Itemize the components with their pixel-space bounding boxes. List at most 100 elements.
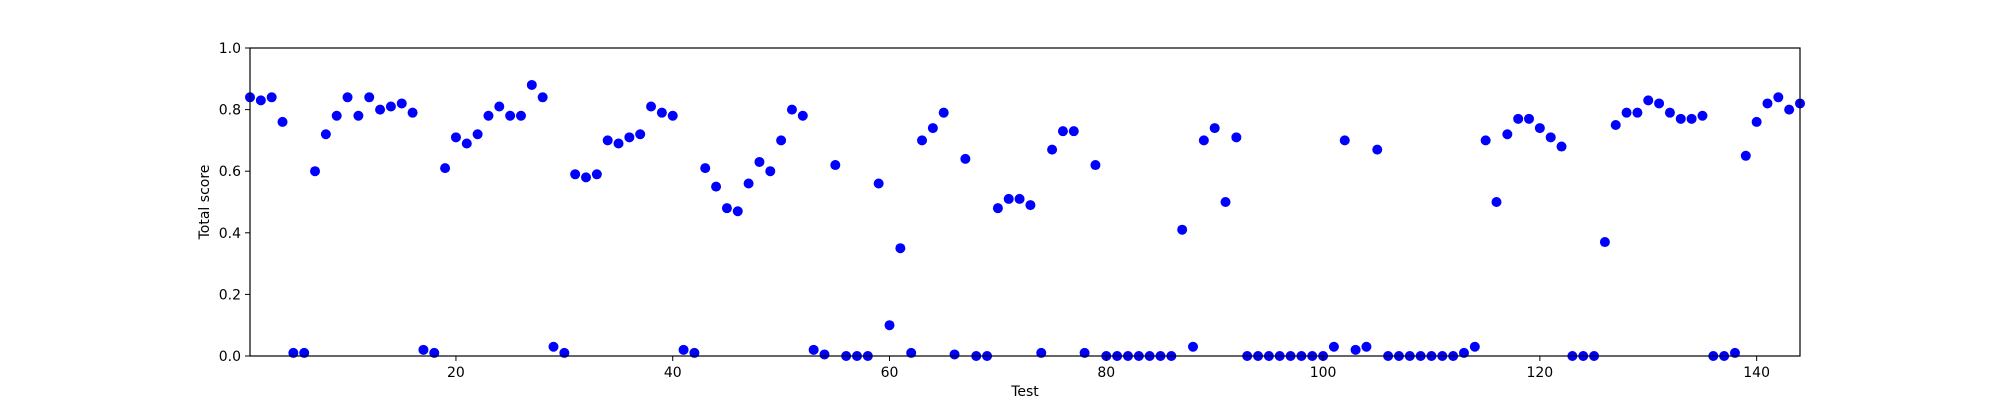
data-point [1751, 116, 1762, 127]
data-point [613, 138, 624, 149]
data-point [1469, 341, 1480, 352]
data-point [1003, 193, 1014, 204]
data-point [375, 104, 386, 115]
data-point [255, 95, 266, 106]
data-point [483, 110, 494, 121]
data-point [1534, 123, 1545, 134]
data-point [1686, 113, 1697, 124]
data-point [1643, 95, 1654, 106]
data-point [1632, 107, 1643, 118]
data-point [1068, 126, 1079, 137]
data-point [1664, 107, 1675, 118]
data-point [1361, 341, 1372, 352]
data-point [1198, 135, 1209, 146]
data-point [1047, 144, 1058, 155]
y-tick-label: 0.6 [219, 164, 241, 180]
data-point [418, 344, 429, 355]
data-point [1675, 113, 1686, 124]
data-point [548, 341, 559, 352]
data-point [342, 92, 353, 103]
data-point [624, 132, 635, 143]
data-point [1220, 197, 1231, 207]
data-point [1599, 237, 1610, 248]
data-point [1177, 224, 1188, 235]
data-point [1524, 113, 1535, 124]
y-tick-label: 0.2 [219, 287, 241, 303]
data-point [873, 178, 884, 189]
data-point [754, 156, 765, 167]
data-point [1014, 193, 1025, 204]
data-point [1654, 98, 1665, 109]
x-tick-label: 80 [1097, 365, 1115, 381]
data-point [1491, 197, 1502, 207]
data-point [1621, 107, 1632, 118]
y-tick-label: 1.0 [219, 41, 241, 57]
data-point [310, 166, 321, 177]
data-point [1090, 160, 1101, 171]
data-point [1784, 104, 1795, 115]
data-point [461, 138, 472, 149]
data-point [938, 107, 949, 118]
data-point [721, 203, 732, 214]
data-point [385, 101, 396, 112]
data-point [1057, 126, 1068, 137]
data-point [927, 123, 938, 134]
y-tick-label: 0.4 [219, 226, 241, 242]
data-point [765, 166, 776, 177]
data-point [1372, 144, 1383, 155]
data-point [830, 160, 841, 171]
data-point [1545, 132, 1556, 143]
data-point [570, 169, 581, 180]
data-point [732, 206, 743, 217]
data-point [667, 110, 678, 121]
data-point [320, 129, 331, 140]
data-point [884, 320, 895, 331]
data-point [635, 129, 646, 140]
data-point [992, 203, 1003, 214]
data-point [1350, 344, 1361, 355]
data-point [819, 349, 830, 360]
x-axis-label: Test [1010, 384, 1039, 400]
x-tick-label: 120 [1526, 365, 1553, 381]
data-point [895, 243, 906, 254]
data-point [678, 344, 689, 355]
data-point [917, 135, 928, 146]
data-point [1610, 120, 1621, 130]
data-point [1231, 132, 1242, 143]
data-point [1339, 135, 1350, 146]
data-point [472, 129, 483, 140]
data-point [591, 169, 602, 180]
data-point [396, 98, 407, 109]
data-point [646, 101, 657, 112]
data-point [1328, 341, 1339, 352]
y-axis-label: Total score [197, 165, 213, 241]
data-point [797, 110, 808, 121]
data-point [364, 92, 375, 103]
x-tick-label: 20 [447, 365, 465, 381]
data-point [277, 116, 288, 127]
data-point [602, 135, 613, 146]
plot-area-frame [249, 47, 1801, 357]
data-point [505, 110, 516, 121]
data-point [711, 181, 722, 192]
data-point [1502, 129, 1513, 140]
data-point [1697, 110, 1708, 121]
data-point [440, 163, 451, 174]
data-point [353, 110, 364, 121]
data-point [656, 107, 667, 118]
data-point [1513, 113, 1524, 124]
y-axis-ticks: 0.0 0.2 0.4 0.6 0.8 1.0 [219, 41, 250, 365]
data-point [450, 132, 461, 143]
data-point [960, 153, 971, 164]
data-point [776, 135, 787, 146]
data-point [1740, 150, 1751, 161]
data-point [1773, 92, 1784, 103]
data-point [266, 92, 277, 103]
data-point [949, 349, 960, 360]
data-point [700, 163, 711, 174]
x-axis-ticks: 20 40 60 80 100 120 140 [447, 356, 1770, 381]
data-point [1209, 123, 1220, 134]
y-tick-label: 0.0 [219, 349, 241, 365]
